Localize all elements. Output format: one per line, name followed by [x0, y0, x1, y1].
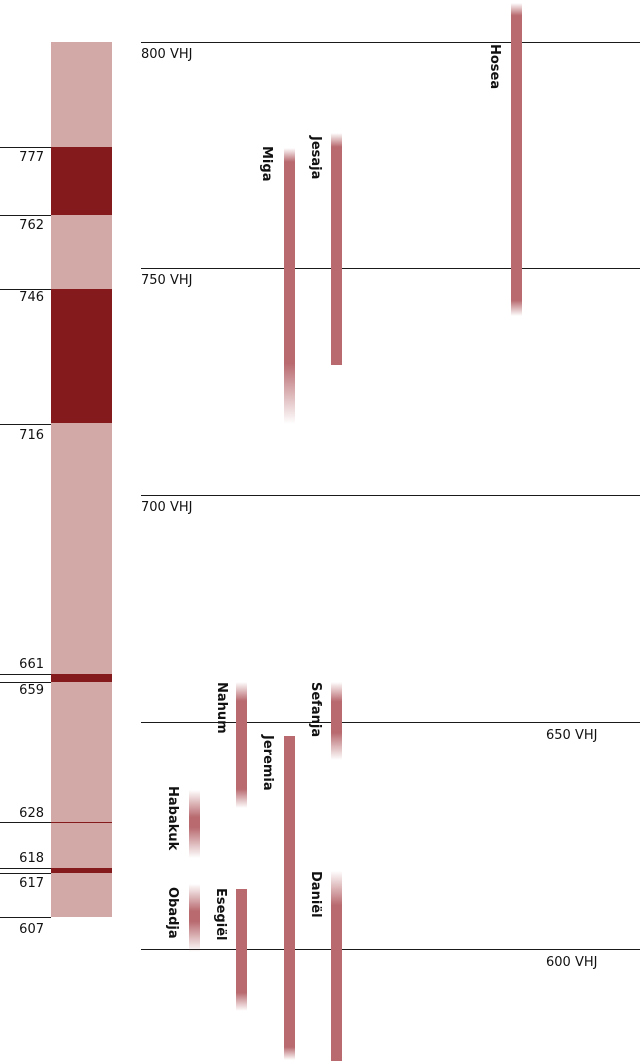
year-line-746 — [0, 289, 51, 290]
dark-period-746-716 — [51, 289, 112, 423]
era-line-600 — [141, 949, 640, 950]
year-line-618 — [0, 868, 51, 869]
year-label-777: 777 — [19, 150, 44, 165]
year-line-777 — [0, 147, 51, 148]
bar-habakuk — [189, 790, 200, 858]
year-label-716: 716 — [19, 428, 44, 443]
dark-period-661-659 — [51, 674, 112, 682]
era-label-700: 700 VHJ — [141, 500, 193, 515]
label-esegiel: Esegiël — [213, 888, 228, 941]
label-daniel: Daniël — [308, 871, 323, 918]
era-label-750: 750 VHJ — [141, 273, 193, 288]
year-label-746: 746 — [19, 290, 44, 305]
era-line-750 — [141, 268, 640, 269]
label-sefanja: Sefanja — [308, 682, 323, 738]
year-line-716 — [0, 424, 51, 425]
label-miga: Miga — [259, 146, 274, 182]
bar-sefanja — [331, 682, 342, 760]
year-label-661: 661 — [19, 657, 44, 672]
label-jesaja: Jesaja — [308, 136, 323, 180]
year-line-628 — [0, 822, 51, 823]
bar-hosea — [511, 3, 522, 316]
label-jeremia: Jeremia — [260, 735, 275, 791]
bar-esegiel — [236, 889, 247, 1011]
year-label-618: 618 — [19, 851, 44, 866]
bar-jeremia — [284, 736, 295, 1060]
dark-period-777-762 — [51, 147, 112, 215]
year-line-762 — [0, 215, 51, 216]
year-line-607 — [0, 917, 51, 918]
year-label-617: 617 — [19, 876, 44, 891]
bar-nahum — [236, 682, 247, 808]
era-line-700 — [141, 495, 640, 496]
era-line-800 — [141, 42, 640, 43]
year-line-661 — [0, 674, 51, 675]
year-label-762: 762 — [19, 218, 44, 233]
era-label-650: 650 VHJ — [546, 728, 598, 743]
year-label-659: 659 — [19, 683, 44, 698]
year-line-617 — [0, 873, 51, 874]
year-line-659 — [0, 682, 51, 683]
bar-miga — [284, 148, 295, 424]
bar-jesaja — [331, 133, 342, 365]
era-label-600: 600 VHJ — [546, 955, 598, 970]
bar-daniel — [331, 871, 342, 1061]
label-habakuk: Habakuk — [165, 786, 180, 851]
label-nahum: Nahum — [214, 682, 229, 734]
era-label-800: 800 VHJ — [141, 47, 193, 62]
year-label-628: 628 — [19, 806, 44, 821]
label-obadja: Obadja — [165, 887, 180, 939]
dark-period-628 — [51, 822, 112, 823]
era-line-650 — [141, 722, 640, 723]
year-label-607: 607 — [19, 922, 44, 937]
label-hosea: Hosea — [487, 44, 502, 90]
bar-obadja — [189, 884, 200, 952]
dark-period-618-617 — [51, 868, 112, 873]
